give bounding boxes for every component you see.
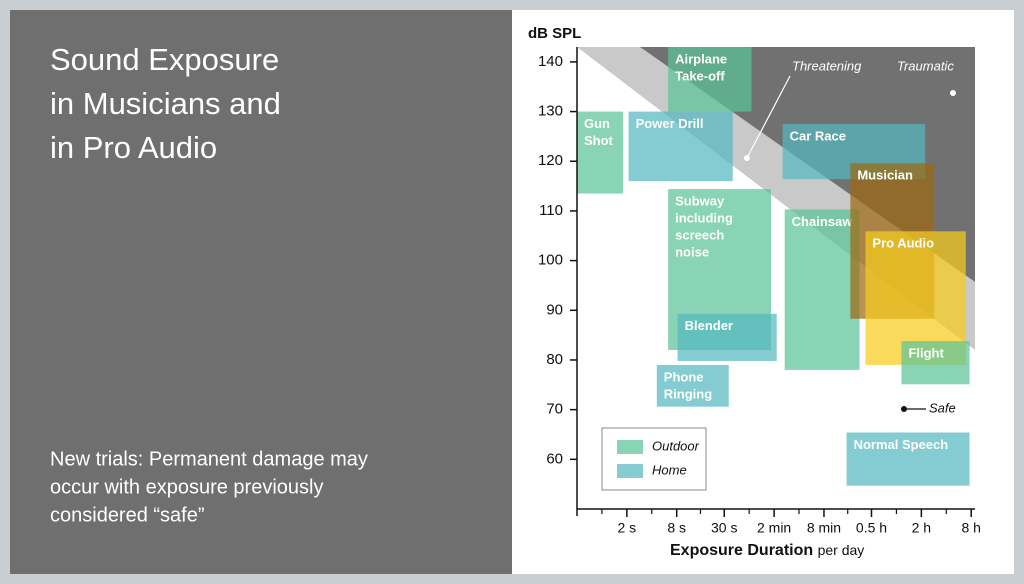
box-label: noise <box>675 245 709 260</box>
box-label: Phone <box>664 369 704 384</box>
annotation: Safe <box>929 400 956 415</box>
box-label: Car Race <box>790 128 846 143</box>
box-label: Pro Audio <box>872 236 934 251</box>
pointer-dot <box>744 155 750 161</box>
x-tick-label: 2 min <box>757 520 791 536</box>
range-box <box>846 432 970 486</box>
range-box <box>901 341 970 385</box>
box-label: Take-off <box>675 68 725 83</box>
x-tick-label: 2 h <box>912 520 931 536</box>
x-tick-label: 0.5 h <box>856 520 887 536</box>
legend-swatch <box>617 464 643 478</box>
y-tick-label: 130 <box>538 103 563 120</box>
legend-label: Home <box>652 462 687 477</box>
box-label: Power Drill <box>636 116 704 131</box>
y-tick-label: 60 <box>546 450 563 467</box>
box-label: Blender <box>685 318 733 333</box>
box-label: Gun <box>584 116 610 131</box>
x-tick-label: 8 s <box>667 520 686 536</box>
x-axis-label-suffix: per day <box>818 542 865 558</box>
legend-swatch <box>617 440 643 454</box>
y-tick-label: 80 <box>546 351 563 368</box>
box-label: Shot <box>584 133 614 148</box>
box-label: Flight <box>908 346 944 361</box>
annotation: Threatening <box>792 58 862 73</box>
x-tick-label: 8 h <box>961 520 980 536</box>
x-tick-label: 30 s <box>711 520 737 536</box>
annotation: Traumatic <box>897 58 954 73</box>
y-axis-label: dB SPL <box>528 25 581 42</box>
note: considered “safe” <box>50 504 205 526</box>
boxes: Gun Shot Airplane Take-off Power Drill Subway… <box>577 47 970 486</box>
range-box <box>668 47 752 112</box>
y-tick-label: 90 <box>546 301 563 318</box>
slide-title: Sound Exposure <box>50 42 279 77</box>
left-panel <box>10 10 512 574</box>
y-tick-label: 70 <box>546 401 563 418</box>
pointer <box>746 75 791 159</box>
x-tick-label: 2 s <box>618 520 637 536</box>
x-axis-label: Exposure Duration per day <box>670 542 864 560</box>
legend-label: Outdoor <box>652 438 700 453</box>
range-box <box>656 364 729 407</box>
slide-title: in Musicians and <box>50 86 281 121</box>
box-label: Normal Speech <box>854 437 949 452</box>
box-label: screech <box>675 228 724 243</box>
y-tick-label: 110 <box>539 202 563 219</box>
note: occur with exposure previously <box>50 476 323 498</box>
slide-title: in Pro Audio <box>50 130 217 165</box>
x-tick-label: 8 min <box>807 520 841 536</box>
box-label: Chainsaw <box>792 214 854 229</box>
box-label: Airplane <box>675 51 727 66</box>
legend <box>601 427 707 491</box>
box-label: including <box>675 211 733 226</box>
note: New trials: Permanent damage may <box>50 448 368 470</box>
box-label: Musician <box>857 168 913 183</box>
box-label: Ringing <box>664 386 712 401</box>
range-box <box>784 209 860 370</box>
y-tick-label: 140 <box>538 53 563 70</box>
y-tick-label: 100 <box>538 252 563 269</box>
range-box <box>577 111 624 194</box>
y-tick-label: 120 <box>538 152 563 169</box>
x-axis-label-main: Exposure Duration <box>670 542 813 559</box>
pointer-dot <box>950 90 956 96</box>
box-label: Subway <box>675 194 725 209</box>
range-box <box>628 111 733 182</box>
range-box <box>677 313 777 361</box>
